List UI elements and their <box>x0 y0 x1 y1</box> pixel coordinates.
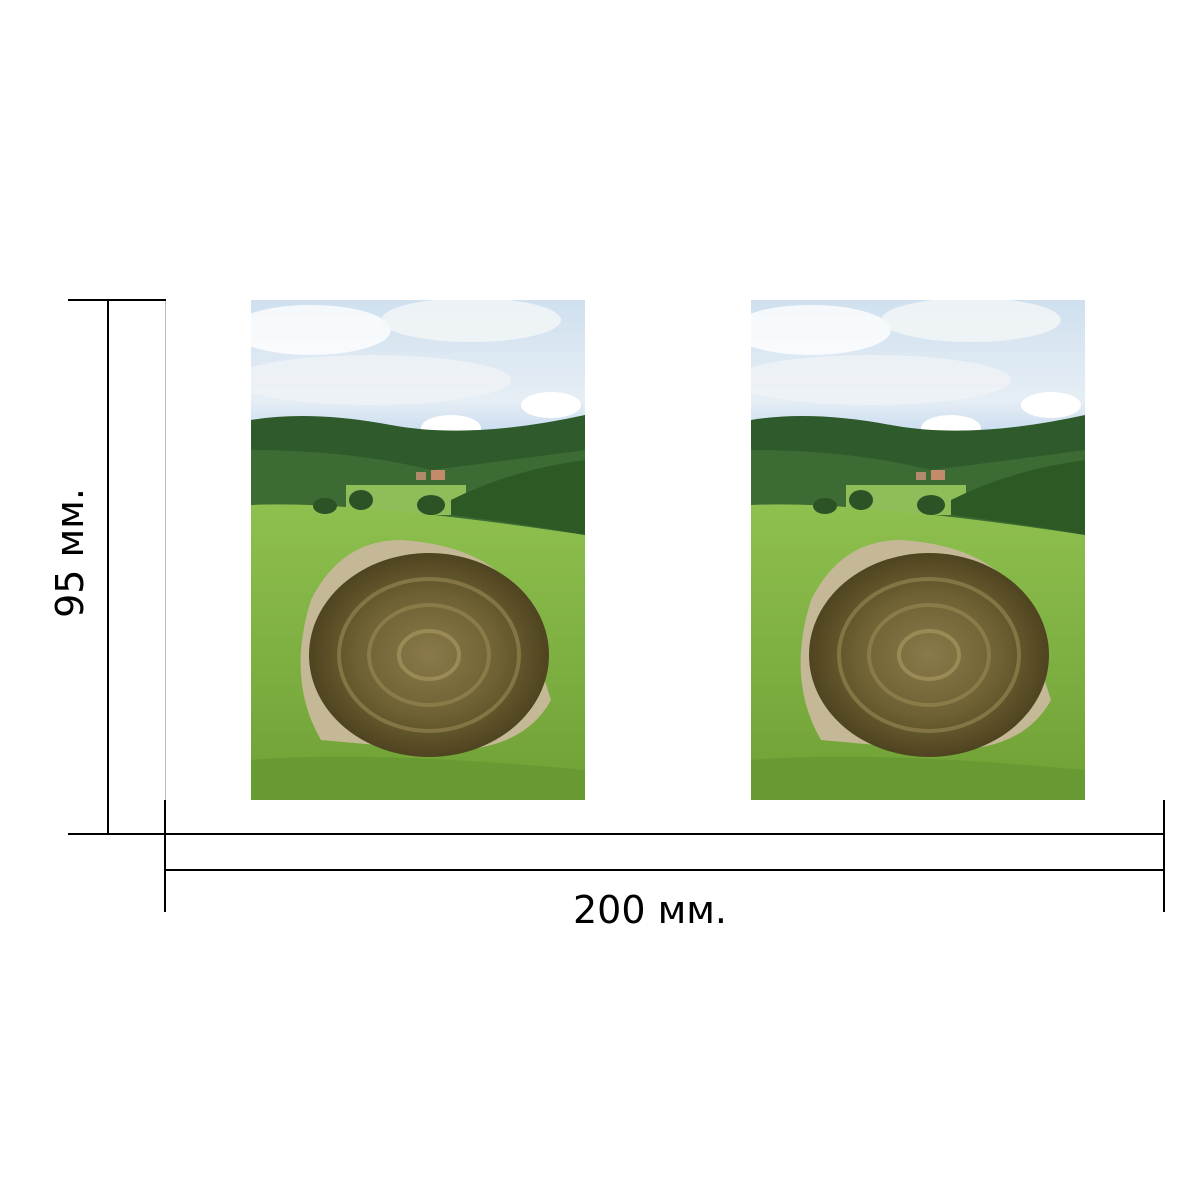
right-photo-panel <box>751 300 1085 800</box>
vertical-dimension-top-tick <box>68 299 166 301</box>
hay-bale-image <box>751 300 1085 800</box>
width-label: 200 мм. <box>572 888 728 932</box>
horizontal-dimension-top-line <box>165 833 1165 835</box>
hay-bale-image <box>251 300 585 800</box>
vertical-dimension-outer-line <box>107 300 109 835</box>
horizontal-dimension-left-tick <box>164 800 166 912</box>
vertical-dimension-inner-line <box>165 300 166 835</box>
left-photo-panel <box>251 300 585 800</box>
height-label: 95 мм. <box>48 488 92 618</box>
horizontal-dimension-right-tick <box>1163 800 1165 912</box>
horizontal-dimension-bottom-line <box>165 869 1165 871</box>
vertical-dimension-bottom-tick <box>68 833 166 835</box>
